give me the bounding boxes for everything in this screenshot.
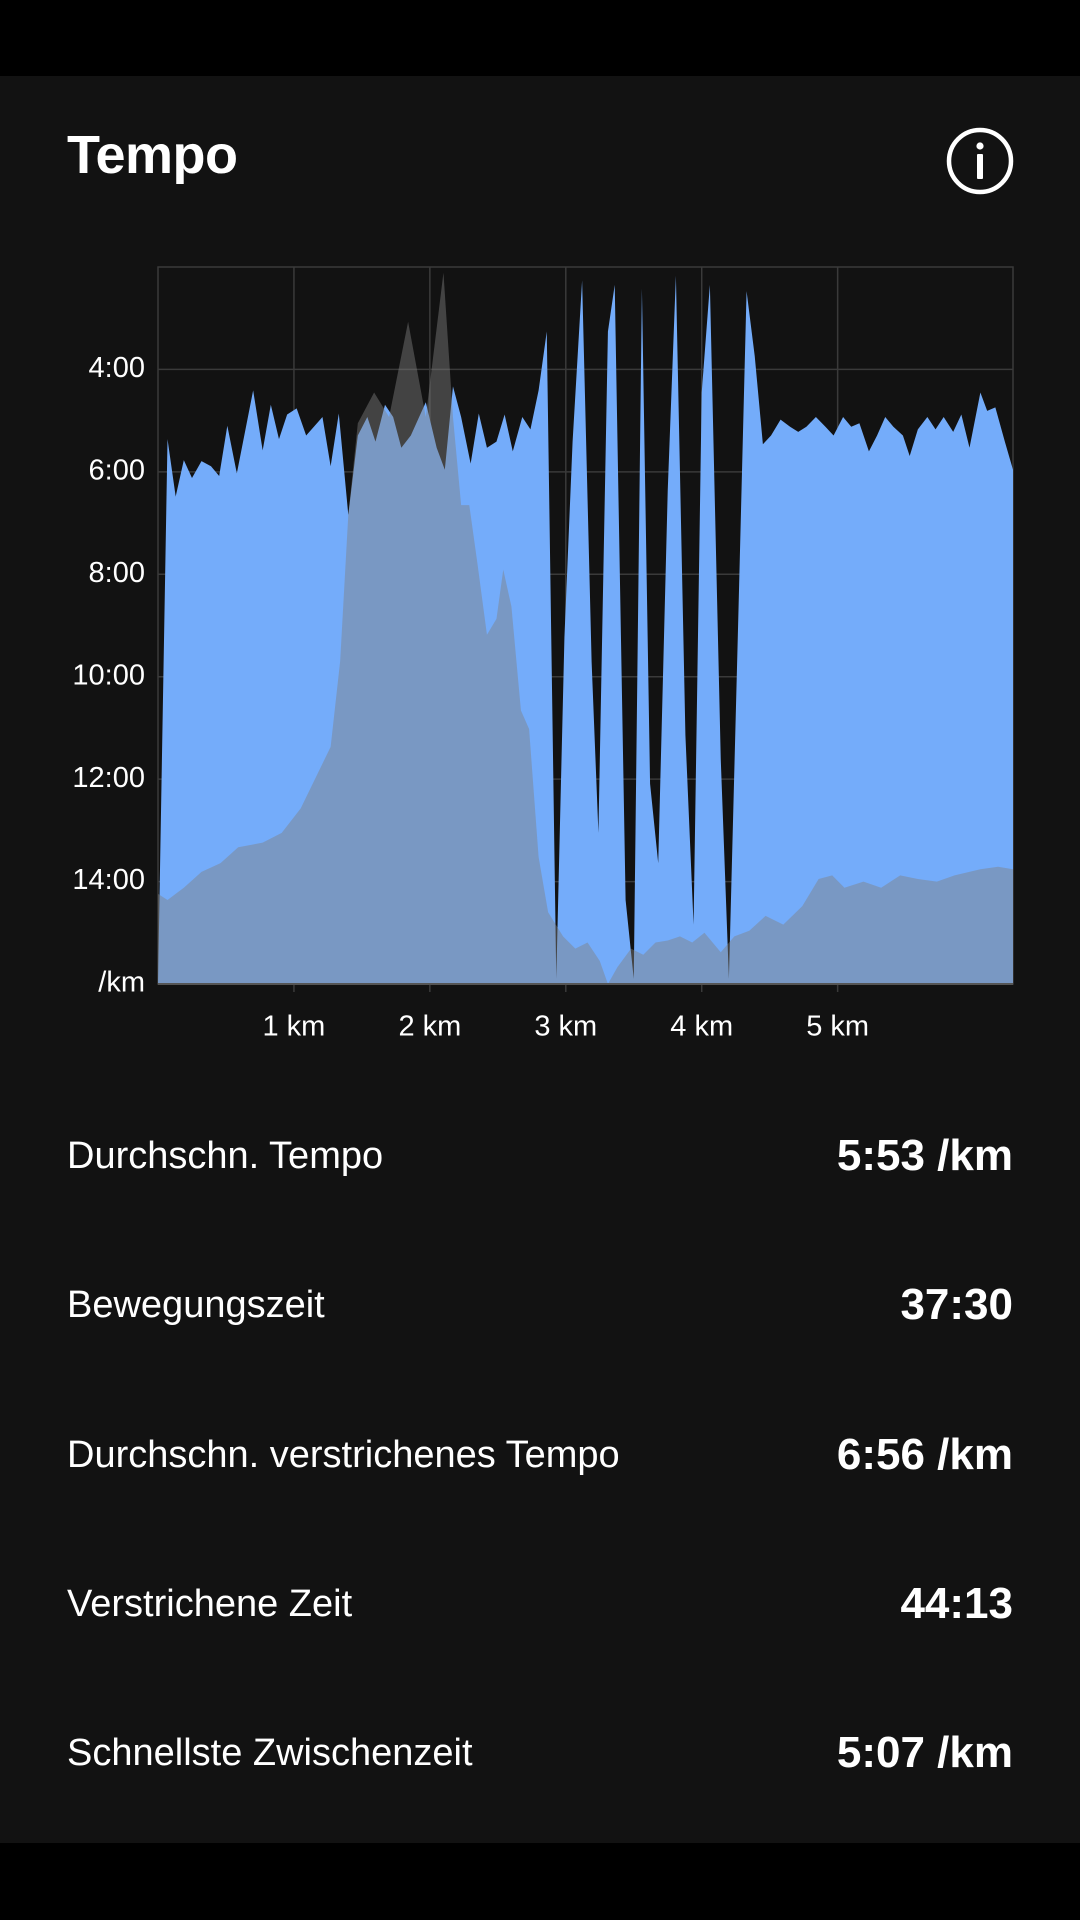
stat-row: Verstrichene Zeit 44:13 — [67, 1574, 1013, 1634]
y-tick-label: 12:00 — [72, 762, 145, 794]
stat-label: Durchschn. verstrichenes Tempo — [67, 1433, 620, 1476]
y-tick-label: /km — [98, 967, 145, 999]
stat-value: 6:56 /km — [836, 1430, 1013, 1479]
stat-label: Schnellste Zwischenzeit — [67, 1731, 473, 1774]
navigation-bar — [0, 1843, 1080, 1920]
pace-chart: 4:00 6:00 8:00 10:00 12:00 14:00/km 1 km 2 km 3 … — [72, 266, 1014, 1040]
x-tick-label: 2 km — [398, 1011, 461, 1040]
page-title: Tempo — [67, 125, 238, 185]
stat-row: Bewegungszeit 37:30 — [67, 1275, 1013, 1335]
stat-label: Bewegungszeit — [67, 1283, 325, 1326]
stat-label: Verstrichene Zeit — [67, 1582, 353, 1625]
stat-row: Durchschn. verstrichenes Tempo 6:56 /km — [67, 1425, 1013, 1485]
y-tick-label: 8:00 — [89, 557, 145, 589]
stat-value: 37:30 — [900, 1280, 1013, 1329]
info-button[interactable] — [945, 126, 1015, 196]
stat-label: Durchschn. Tempo — [67, 1134, 384, 1177]
stat-value: 44:13 — [900, 1579, 1013, 1628]
y-tick-label: 10:00 — [72, 659, 145, 691]
area-series — [158, 275, 1013, 984]
x-tick-label: 4 km — [670, 1011, 733, 1040]
x-tick-label: 1 km — [263, 1011, 326, 1040]
x-tick-label: 3 km — [534, 1011, 597, 1040]
y-tick-label: 4:00 — [89, 352, 145, 384]
stat-row: Schnellste Zwischenzeit 5:07 /km — [67, 1723, 1013, 1783]
stat-row: Durchschn. Tempo 5:53 /km — [67, 1126, 1013, 1186]
stat-value: 5:53 /km — [836, 1131, 1013, 1180]
y-tick-label: 14:00 — [72, 864, 145, 896]
area-series — [158, 272, 1013, 985]
stat-value: 5:07 /km — [836, 1728, 1013, 1777]
status-bar — [0, 0, 1080, 76]
y-tick-label: 6:00 — [89, 455, 145, 487]
x-tick-label: 5 km — [806, 1011, 869, 1040]
